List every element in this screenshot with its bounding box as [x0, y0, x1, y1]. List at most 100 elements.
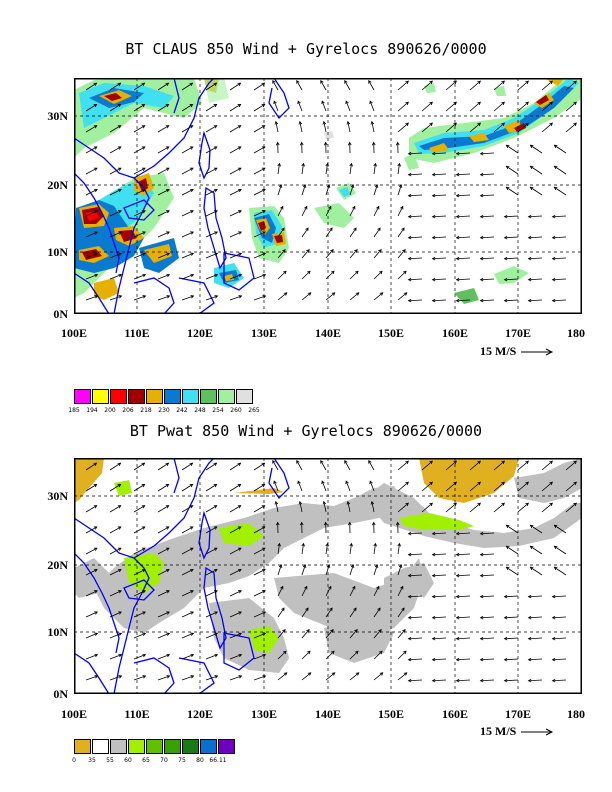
wind-vector [456, 173, 471, 176]
wind-vector [301, 564, 306, 576]
wind-vector [109, 146, 122, 154]
wind-vector-head [94, 231, 98, 235]
wind-vector-head [262, 675, 267, 679]
panel1-lat-10n: 10N [47, 245, 68, 259]
wind-vector-head [278, 184, 283, 188]
wind-vector [373, 206, 380, 217]
wind-vector-head [527, 678, 532, 683]
wind-vector [277, 184, 282, 196]
wind-vector-head [94, 295, 99, 299]
wind-vector-head [330, 249, 334, 253]
wind-vector-head [213, 82, 218, 86]
wind-vector-head [118, 231, 122, 235]
wind-vector [109, 484, 121, 492]
wind-vector [368, 460, 375, 471]
wind-vector-head [525, 101, 529, 106]
wind-vector [229, 146, 242, 154]
wind-vector [109, 189, 122, 196]
wind-vector-head [142, 675, 147, 679]
wind-vector [408, 574, 423, 577]
wind-vector-head [370, 120, 375, 125]
wind-vector [397, 249, 406, 259]
wind-vector [349, 607, 357, 618]
wind-vector-head [274, 500, 279, 505]
wind-vector [272, 80, 279, 91]
wind-vector-head [479, 615, 484, 620]
panel1-legend-swatch [146, 389, 163, 404]
wind-vector [253, 295, 266, 301]
panel2-legend-swatch [164, 739, 181, 754]
panel2-lat-0n: 0N [53, 687, 68, 701]
wind-vector-head [549, 481, 553, 486]
wind-vector-head [238, 295, 243, 299]
wind-vector [480, 574, 495, 577]
wind-vector-head [431, 615, 436, 620]
wind-vector [552, 215, 567, 218]
wind-vector [253, 462, 265, 471]
wind-vector-head [553, 144, 558, 149]
wind-vector [552, 679, 567, 682]
wind-vector [373, 564, 378, 576]
wind-vector [397, 80, 409, 91]
wind-vector [157, 547, 170, 555]
wind-vector-head [238, 273, 243, 278]
wind-vector-head [403, 650, 407, 655]
wind-vector [456, 574, 471, 577]
wind-vector [349, 249, 358, 259]
wind-vector [432, 152, 447, 155]
wind-vector-head [573, 502, 577, 507]
wind-vector [504, 257, 519, 260]
wind-vector-head [141, 167, 146, 171]
panel2-lon-120e: 120E [186, 707, 214, 721]
wind-vector [480, 532, 495, 535]
wind-vector-head [330, 629, 334, 633]
wind-vector-head [237, 483, 242, 488]
wind-vector-head [525, 80, 529, 85]
wind-vector [133, 295, 146, 301]
wind-vector [205, 167, 218, 175]
wind-vector [253, 167, 266, 175]
wind-vector [157, 82, 169, 91]
wind-vector [373, 184, 378, 196]
wind-vector [373, 270, 383, 280]
wind-vector-head [273, 480, 277, 485]
wind-vector-head [238, 252, 243, 256]
wind-vector-head [379, 270, 383, 275]
wind-vector [456, 215, 471, 218]
wind-vector [421, 101, 433, 112]
wind-vector [205, 547, 218, 555]
wind-vector [373, 543, 376, 555]
wind-vector-head [165, 125, 170, 129]
panel2-reference-arrow [521, 728, 554, 736]
wind-vector-head [118, 568, 122, 573]
wind-vector [229, 295, 242, 301]
wind-vector-head [403, 672, 408, 676]
wind-vector [469, 101, 481, 112]
wind-vector [408, 236, 423, 239]
wind-vector-head [325, 162, 329, 167]
wind-vector-head [117, 103, 122, 108]
wind-vector-head [237, 505, 242, 509]
wind-vector [397, 206, 404, 217]
wind-vector [157, 274, 170, 280]
wind-vector-head [479, 214, 484, 219]
wind-vector-head [429, 101, 433, 106]
wind-vector-head [237, 146, 242, 150]
wind-vector [181, 167, 194, 175]
wind-vector [85, 632, 98, 639]
wind-vector [541, 80, 553, 91]
wind-vector-head [501, 122, 505, 127]
panel1-lon-120e: 120E [186, 326, 214, 340]
wind-vector-head [213, 505, 218, 509]
wind-vector [325, 672, 336, 681]
wind-vector-head [429, 122, 433, 127]
wind-vector [517, 101, 529, 112]
wind-vector [397, 607, 405, 618]
wind-vector [301, 586, 308, 597]
wind-vector-head [527, 657, 532, 662]
wind-vector-head [306, 629, 310, 633]
wind-vector-head [455, 193, 460, 198]
wind-vector-head [527, 235, 532, 240]
wind-vector [321, 100, 327, 112]
wind-vector-head [455, 636, 460, 641]
